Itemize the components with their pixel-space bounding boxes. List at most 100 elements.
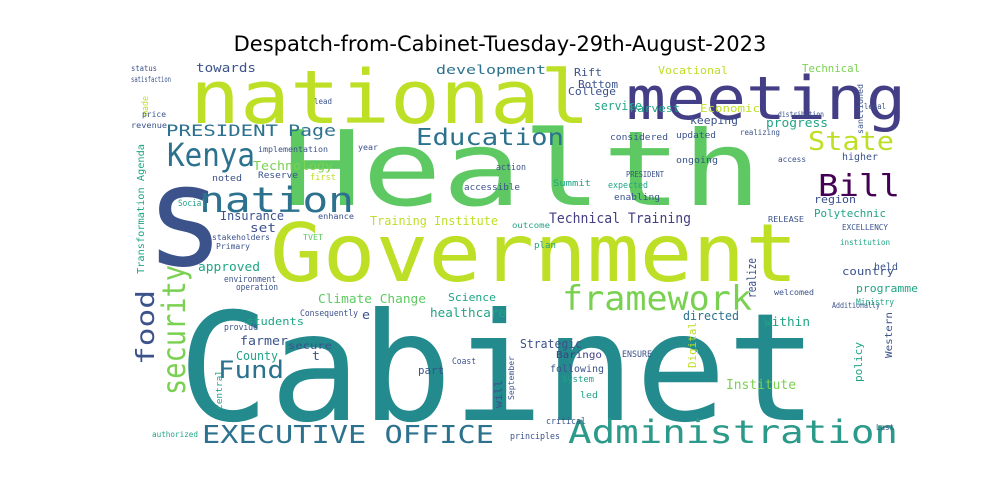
cloud-word-climate-change: Climate Change bbox=[318, 292, 426, 306]
cloud-word-enabling: enabling bbox=[614, 193, 660, 203]
cloud-word-september: September bbox=[507, 356, 516, 400]
cloud-word-noted: noted bbox=[212, 174, 242, 184]
cloud-word-e: e bbox=[362, 308, 370, 322]
cloud-word-institute: Institute bbox=[726, 378, 796, 393]
chart-title: Despatch-from-Cabinet-Tuesday-29th-Augus… bbox=[233, 32, 767, 56]
cloud-word-economic: Economic bbox=[700, 102, 760, 115]
cloud-word-meeting: meeting bbox=[626, 64, 906, 134]
cloud-word-directed: directed bbox=[683, 309, 739, 323]
cloud-word-page: Page bbox=[288, 121, 336, 140]
cloud-word-harvest: harvest bbox=[630, 102, 680, 115]
cloud-word-national: national bbox=[190, 55, 590, 141]
cloud-word-kenya: Kenya bbox=[167, 136, 255, 174]
cloud-word-ensure: ENSURE bbox=[622, 350, 652, 360]
cloud-word-higher: higher bbox=[842, 152, 878, 163]
cloud-word-bottom: Bottom bbox=[578, 78, 618, 91]
cloud-word-part: part bbox=[418, 364, 444, 377]
cloud-word-president: PRESIDENT bbox=[626, 170, 664, 179]
cloud-word-western: Western bbox=[884, 312, 895, 358]
cloud-word-considered: considered bbox=[610, 133, 668, 143]
cloud-word-welcomed: welcomed bbox=[774, 288, 814, 297]
cloud-word-framework: framework bbox=[562, 279, 752, 319]
cloud-word-technical-training: Technical Training bbox=[549, 211, 691, 227]
cloud-word-keeping: keeping bbox=[690, 114, 738, 127]
cloud-word-within: within bbox=[764, 315, 810, 329]
cloud-word-insurance: Insurance bbox=[220, 209, 284, 223]
cloud-word-development: development bbox=[436, 63, 546, 77]
cloud-word-implementation: implementation bbox=[258, 145, 328, 154]
cloud-word-ministry: Ministry bbox=[856, 298, 894, 308]
cloud-word-programme: programme bbox=[856, 282, 918, 295]
cloud-word-coast: Coast bbox=[452, 357, 476, 367]
cloud-word-updated: updated bbox=[676, 131, 716, 141]
cloud-word-rift: Rift bbox=[574, 66, 602, 79]
cloud-word-first: first bbox=[310, 173, 336, 183]
cloud-word-county: County bbox=[236, 349, 278, 363]
cloud-word-tvet: TVET bbox=[303, 233, 323, 242]
cloud-word-principles: principles bbox=[510, 432, 560, 442]
cloud-word-healthcare: healthcare bbox=[430, 306, 506, 320]
cloud-word-region: region bbox=[814, 193, 856, 206]
cloud-word-secure: secure bbox=[288, 341, 332, 352]
cloud-word-science: Science bbox=[448, 291, 496, 304]
cloud-word-progress: progress bbox=[766, 116, 828, 130]
cloud-word-year: year bbox=[358, 143, 378, 152]
cloud-word-college: College bbox=[568, 85, 616, 98]
cloud-word-country: country bbox=[842, 265, 894, 278]
cloud-word-president: PRESIDENT bbox=[166, 121, 278, 140]
cloud-word-distribution: distribution bbox=[778, 110, 824, 119]
cloud-word-summit: Summit bbox=[553, 179, 591, 189]
cloud-word-accessible: accessible bbox=[464, 183, 520, 193]
cloud-word-executive-office: EXECUTIVE OFFICE bbox=[202, 420, 494, 449]
cloud-word-administration: Administration bbox=[568, 413, 898, 451]
cloud-word-technology: Technology bbox=[253, 159, 333, 173]
cloud-word-last: Last bbox=[876, 423, 894, 432]
cloud-word-lead: lead bbox=[314, 97, 332, 106]
cloud-word-stakeholders: stakeholders bbox=[212, 233, 270, 242]
cloud-word-vocational: Vocational bbox=[658, 64, 728, 77]
cloud-word-following: following bbox=[550, 364, 604, 375]
cloud-word-students: students bbox=[246, 315, 304, 328]
cloud-word-health: Health bbox=[282, 108, 762, 230]
cloud-word-primary: Primary bbox=[216, 242, 250, 251]
cloud-word-t: t bbox=[312, 349, 320, 363]
cloud-word-plan: plan bbox=[534, 241, 556, 251]
cloud-word-expected: expected bbox=[608, 181, 648, 191]
cloud-word-environment: environment bbox=[224, 275, 276, 285]
cloud-word-state: State bbox=[808, 127, 894, 157]
cloud-word-legal: legal bbox=[864, 102, 886, 111]
cloud-word-government: Government bbox=[270, 207, 798, 300]
cloud-word-social: Social bbox=[178, 199, 206, 209]
cloud-word-provide: provide bbox=[224, 323, 258, 333]
cloud-word-ongoing: ongoing bbox=[676, 156, 718, 166]
cloud-word-farmer: farmer bbox=[240, 334, 288, 348]
cloud-word-training-institute: Training Institute bbox=[370, 214, 498, 228]
cloud-word-outcome: outcome bbox=[512, 221, 550, 230]
cloud-word-excellency: EXCELLENCY bbox=[842, 223, 888, 232]
cloud-word-price: price bbox=[142, 110, 166, 119]
cloud-word-cabinet: Cabinet bbox=[178, 282, 818, 456]
cloud-word-realize: realize bbox=[745, 258, 759, 298]
cloud-word-food: food bbox=[131, 290, 160, 365]
cloud-word-authorized: authorized bbox=[152, 430, 198, 439]
cloud-word-central: central bbox=[215, 370, 225, 410]
cloud-word-action: action bbox=[496, 163, 526, 173]
cloud-word-fund: Fund bbox=[218, 356, 284, 384]
cloud-word-consequently: Consequently bbox=[300, 309, 359, 319]
cloud-word-approved: approved bbox=[198, 260, 260, 274]
cloud-word-access: access bbox=[778, 155, 806, 164]
cloud-word-towards: towards bbox=[196, 61, 256, 75]
cloud-word-policy: policy bbox=[852, 342, 865, 382]
cloud-word-status: status bbox=[131, 64, 157, 73]
cloud-word-will: will bbox=[492, 380, 505, 408]
cloud-word-service: service bbox=[594, 99, 642, 113]
cloud-word-revenue: revenue bbox=[131, 121, 167, 130]
cloud-word-polytechnic: Polytechnic bbox=[814, 207, 886, 220]
cloud-word-baringo: Baringo bbox=[556, 350, 602, 361]
cloud-word-technical: Technical bbox=[802, 62, 860, 75]
cloud-word-enhance: enhance bbox=[318, 212, 354, 221]
cloud-word-system: System bbox=[562, 375, 594, 385]
cloud-word-sanctioned: sanctioned bbox=[856, 84, 865, 134]
